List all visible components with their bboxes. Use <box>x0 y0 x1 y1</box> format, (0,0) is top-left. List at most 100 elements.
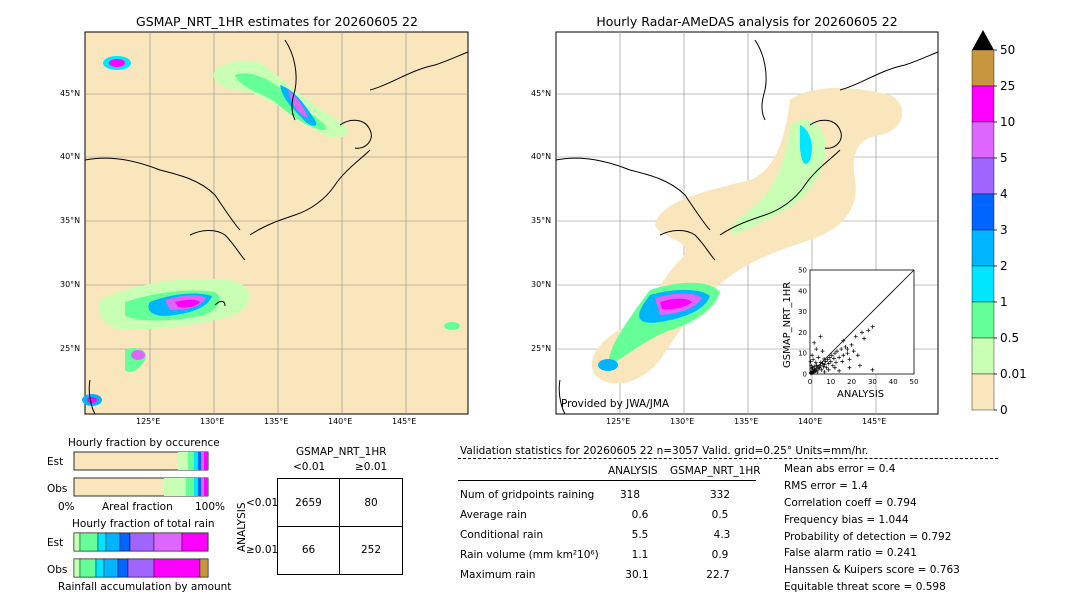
left-lon-label: 125°E <box>136 417 161 426</box>
score-correlation: Correlation coeff = 0.794 <box>784 497 917 509</box>
validation-gsmap-value: 4.3 <box>713 529 731 541</box>
total-rain-title: Hourly fraction of total rain <box>72 518 215 530</box>
contingency-table: 2659 80 66 252 <box>277 478 403 575</box>
scatter-point <box>837 368 842 373</box>
scatter-point <box>821 364 826 369</box>
colorbar-label: 4 <box>1000 187 1008 201</box>
validation-gsmap-value: 22.7 <box>706 569 730 581</box>
scatter-point <box>823 359 828 364</box>
occurrence-row-est: Est <box>47 456 64 468</box>
scatter-point <box>832 351 837 356</box>
scatter-y-tick: 50 <box>798 267 807 275</box>
scatter-point <box>851 349 856 354</box>
contingency-cell: 80 <box>364 497 378 509</box>
scatter-x-tick: 40 <box>889 378 898 386</box>
score-pod: Probability of detection = 0.792 <box>784 531 952 543</box>
right-lat-label: 25°N <box>531 344 552 353</box>
scatter-point <box>810 353 815 358</box>
occurrence-title: Hourly fraction by occurence <box>68 437 220 449</box>
scatter-point <box>862 336 867 341</box>
scatter-point <box>835 349 840 354</box>
right-lon-label: 140°E <box>798 417 823 426</box>
colorbar-segment <box>971 121 995 159</box>
scatter-point <box>820 349 825 354</box>
scatter-point <box>814 347 819 352</box>
occurrence-bars <box>73 451 209 497</box>
validation-col-gsmap: GSMAP_NRT_1HR <box>670 465 761 477</box>
scatter-point <box>825 357 830 362</box>
total-rain-row-est: Est <box>47 537 64 549</box>
scatter-y-tick: 0 <box>803 371 807 379</box>
validation-analysis-value: 318 <box>619 489 641 501</box>
right-map-coastlines <box>555 39 939 415</box>
scatter-point <box>811 357 816 362</box>
scatter-y-tick: 10 <box>798 350 807 358</box>
colorbar-segment <box>971 49 995 87</box>
scatter-point <box>818 334 823 339</box>
scatter-x-tick: 30 <box>868 378 877 386</box>
scatter-point <box>815 364 820 369</box>
colorbar-segment <box>971 157 995 195</box>
scatter-point <box>828 359 833 364</box>
scatter-point <box>827 355 832 360</box>
total-rain-row-obs: Obs <box>47 564 68 576</box>
scatter-point <box>870 324 875 329</box>
score-rmse: RMS error = 1.4 <box>784 480 868 492</box>
scatter-point <box>812 340 817 345</box>
scatter-point <box>824 365 829 370</box>
contingency-cell: 252 <box>360 544 382 556</box>
score-frequency-bias: Frequency bias = 1.044 <box>784 514 909 526</box>
contingency-cell: 2659 <box>295 497 322 509</box>
right-lon-label: 125°E <box>606 417 631 426</box>
validation-row-label: Conditional rain <box>460 529 544 541</box>
scatter-point <box>845 351 850 356</box>
colorbar-label: 50 <box>1000 43 1015 57</box>
right-lon-label: 135°E <box>734 417 759 426</box>
validation-table-rule <box>458 480 756 481</box>
scatter-point <box>812 367 817 372</box>
occurrence-axis-right: 100% <box>195 501 226 513</box>
scatter-point <box>826 367 831 372</box>
left-lat-label: 40°N <box>60 152 81 161</box>
scatter-point <box>843 344 848 349</box>
scatter-point <box>839 347 844 352</box>
scatter-point <box>809 363 814 368</box>
left-lat-label: 30°N <box>60 280 81 289</box>
contingency-row-label: <0.01 <box>246 497 279 509</box>
left-lat-label: 25°N <box>60 344 81 353</box>
scatter-x-tick: 50 <box>910 378 919 386</box>
occurrence-row-obs: Obs <box>47 483 68 495</box>
scatter-point <box>818 363 823 368</box>
colorbar-label: 2 <box>1000 259 1008 273</box>
scatter-xlabel: ANALYSIS <box>837 389 885 400</box>
colorbar-segment <box>971 193 995 231</box>
scatter-point <box>849 342 854 347</box>
scatter-x-tick: 10 <box>826 378 835 386</box>
validation-analysis-value: 5.5 <box>631 529 649 541</box>
contingency-col-label: <0.01 <box>293 461 326 473</box>
occurrence-axis-label: Areal fraction <box>102 501 173 513</box>
scatter-point <box>808 370 813 375</box>
scatter-point <box>840 359 845 364</box>
colorbar-label: 0 <box>1000 403 1008 417</box>
colorbar-label: 25 <box>1000 79 1015 93</box>
scatter-y-tick: 40 <box>798 287 807 295</box>
occurrence-axis-left: 0% <box>58 501 75 513</box>
contingency-cell: 66 <box>301 544 316 556</box>
left-lat-label: 45°N <box>60 89 81 98</box>
scatter-point <box>832 365 837 370</box>
colorbar-segment <box>971 301 995 339</box>
score-far: False alarm ratio = 0.241 <box>784 547 917 559</box>
scatter-point <box>815 369 820 374</box>
scatter-point <box>812 364 817 369</box>
colorbar-segment <box>971 229 995 267</box>
colorbar-segment <box>971 337 995 375</box>
scatter-point <box>829 353 834 358</box>
validation-col-analysis: ANALYSIS <box>608 465 658 477</box>
scatter-point <box>847 357 852 362</box>
scatter-point <box>822 369 827 374</box>
scatter-point <box>826 361 831 366</box>
scatter-y-tick: 20 <box>798 329 807 337</box>
scatter-x-tick: 20 <box>847 378 856 386</box>
scatter-point <box>866 328 871 333</box>
